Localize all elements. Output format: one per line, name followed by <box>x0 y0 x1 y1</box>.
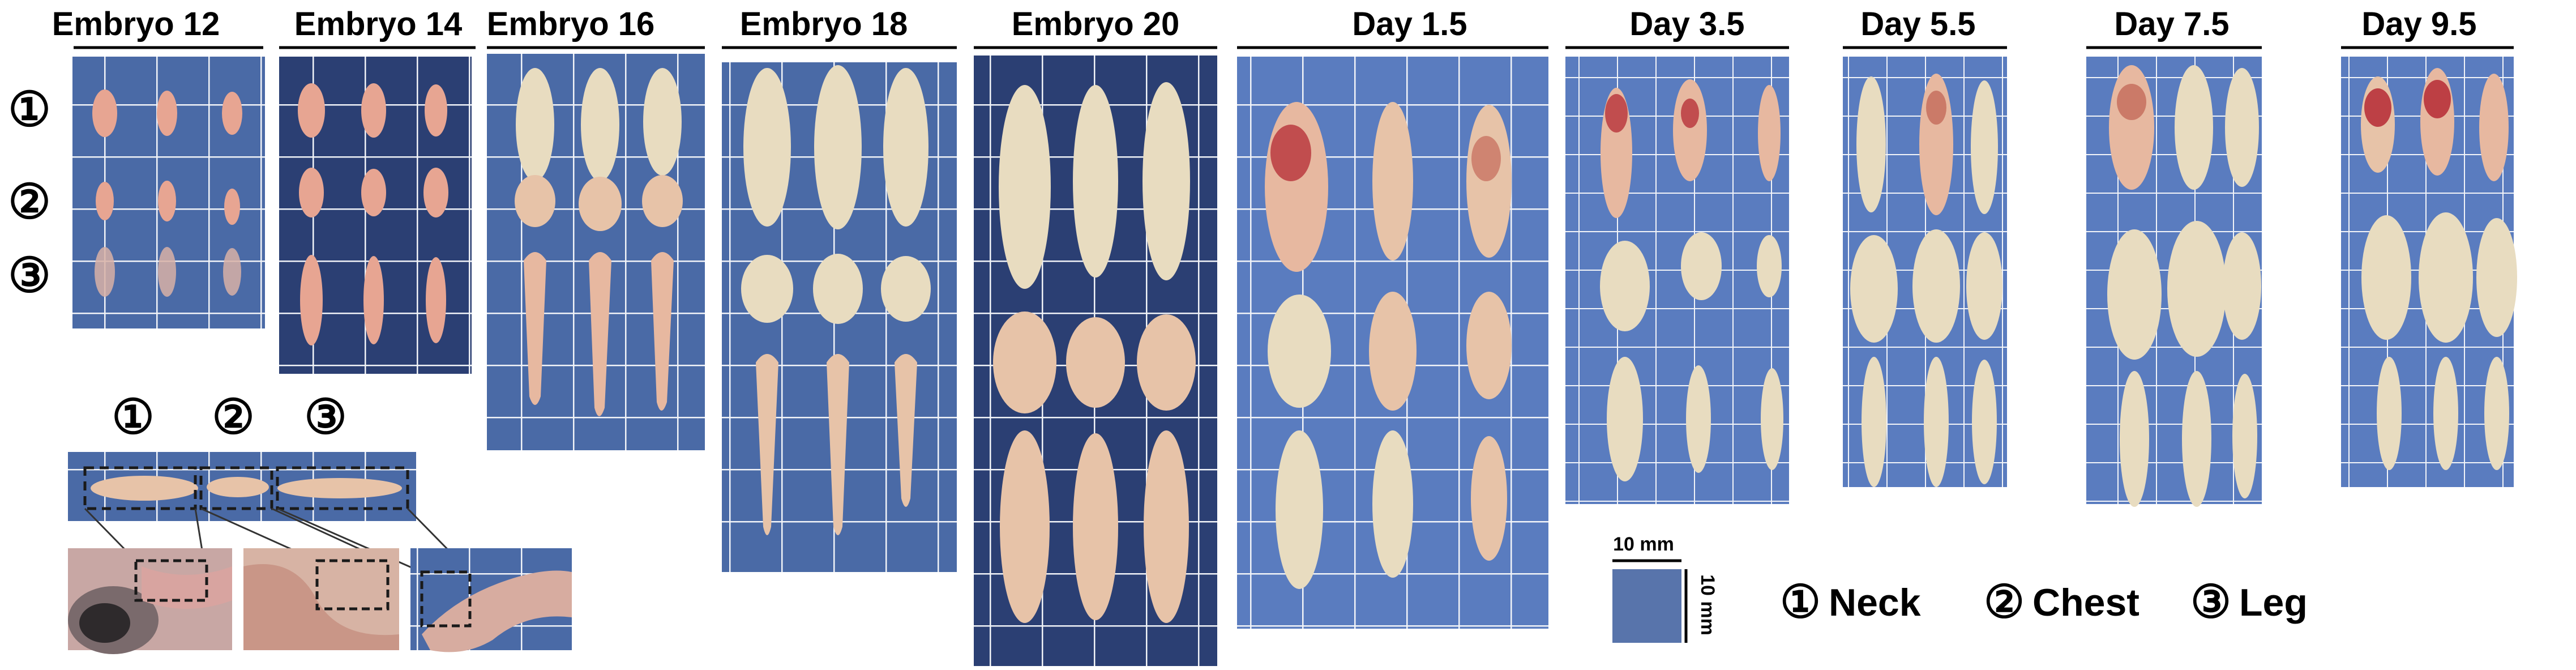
panel-label-embryo-14: Embryo 14 <box>294 6 463 42</box>
panel-labels: Embryo 12 Embryo 14 Embryo 16 Embryo 18 … <box>52 6 2514 49</box>
inset-box-leg <box>276 466 409 510</box>
legend-label-leg: Leg <box>2239 581 2308 624</box>
legend: ① Neck ② Chest ③ Leg <box>1780 577 2308 627</box>
legend-marker-chest: ② <box>1984 577 2025 627</box>
photo-embryo-14 <box>279 57 472 374</box>
inset-marker-chest: ② <box>212 390 254 443</box>
panel-label-day-5-5: Day 5.5 <box>1860 6 1975 42</box>
row-marker-neck: ① <box>8 83 50 136</box>
inset-box-chest <box>199 466 273 510</box>
scale-bar-square <box>1612 569 1681 643</box>
photo-day-3-5 <box>1565 57 1789 504</box>
legend-marker-neck: ① <box>1780 577 1821 627</box>
inset-chick-photo-neck <box>68 548 232 654</box>
panel-label-day-3-5: Day 3.5 <box>1629 6 1744 42</box>
panel-label-embryo-16: Embryo 16 <box>487 6 655 42</box>
panel-label-embryo-12: Embryo 12 <box>52 6 220 42</box>
photo-day-5-5 <box>1843 57 2007 487</box>
photo-day-9-5 <box>2341 57 2517 487</box>
photo-embryo-16 <box>487 54 705 450</box>
panel-label-day-1-5: Day 1.5 <box>1352 6 1467 42</box>
scale-bar: 10 mm 10 mm <box>1612 534 1718 643</box>
photo-embryo-20 <box>974 56 1217 666</box>
legend-marker-leg: ③ <box>2190 577 2231 627</box>
photo-embryo-12 <box>72 57 265 328</box>
row-marker-leg: ③ <box>8 249 50 302</box>
inset-location-markers: ① ② ③ <box>112 390 346 443</box>
photo-day-1-5 <box>1237 57 1548 629</box>
panel-label-embryo-18: Embryo 18 <box>740 6 908 42</box>
photo-embryo-18 <box>722 62 957 572</box>
inset-chick-photo-chest <box>243 548 399 650</box>
inset-marker-leg: ③ <box>304 390 346 443</box>
row-marker-chest: ② <box>8 175 50 228</box>
legend-label-chest: Chest <box>2032 581 2139 624</box>
panel-label-day-9-5: Day 9.5 <box>2361 6 2476 42</box>
row-markers: ① ② ③ <box>8 83 50 302</box>
inset-box-neck <box>83 466 197 510</box>
inset-whole-thymus-photo <box>68 452 416 521</box>
panel-label-embryo-20: Embryo 20 <box>1012 6 1180 42</box>
photo-day-7-5 <box>2086 57 2262 507</box>
scale-bar-horizontal-label: 10 mm <box>1613 534 1674 555</box>
inset-marker-neck: ① <box>112 390 154 443</box>
inset-chick-photo-leg <box>410 548 572 652</box>
panel-label-day-7-5: Day 7.5 <box>2114 6 2229 42</box>
legend-label-neck: Neck <box>1829 581 1921 624</box>
scale-bar-vertical-label: 10 mm <box>1697 574 1718 635</box>
